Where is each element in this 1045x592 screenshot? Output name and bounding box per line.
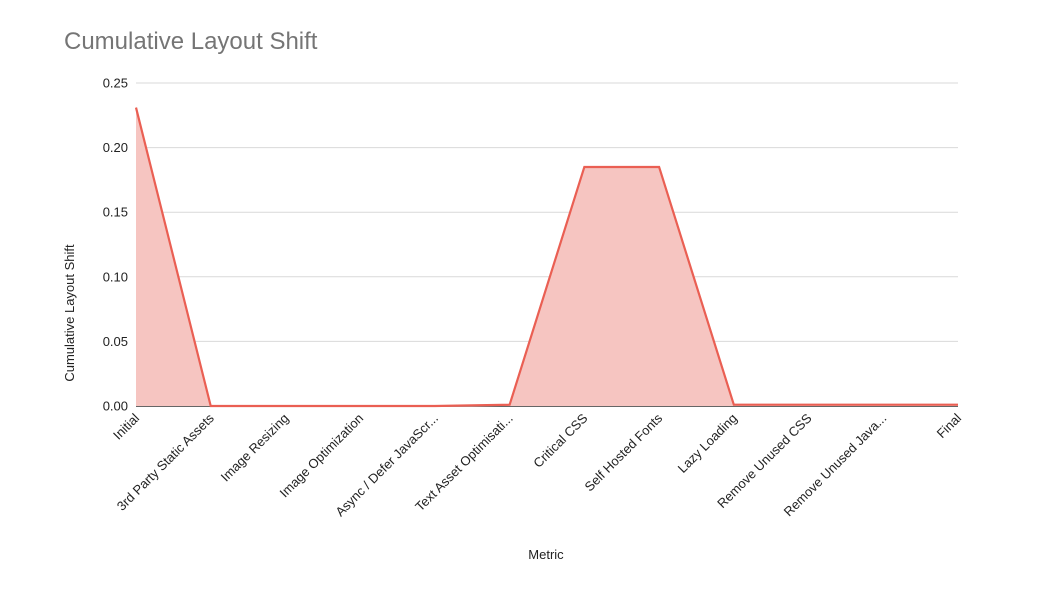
x-tick-label: Self Hosted Fonts	[582, 410, 666, 494]
x-tick-label: Initial	[110, 410, 142, 442]
x-tick-label: Image Resizing	[218, 411, 292, 485]
y-tick-label: 0.15	[103, 205, 128, 220]
y-tick-label: 0.05	[103, 334, 128, 349]
x-tick-label: Lazy Loading	[675, 411, 740, 476]
chart-title: Cumulative Layout Shift	[64, 28, 318, 55]
x-tick-label: Critical CSS	[530, 410, 590, 470]
y-tick-label: 0.00	[103, 399, 128, 414]
y-tick-labels: 0.00 0.05 0.10 0.15 0.20 0.25	[103, 76, 128, 414]
area-fill	[136, 107, 958, 406]
x-axis-title: Metric	[528, 547, 564, 562]
y-axis-title: Cumulative Layout Shift	[62, 244, 77, 382]
area-layer	[134, 107, 958, 408]
x-tick-label: Final	[934, 410, 965, 441]
series-line	[134, 107, 958, 408]
y-tick-label: 0.25	[103, 76, 128, 91]
y-tick-label: 0.20	[103, 140, 128, 155]
y-tick-label: 0.10	[103, 269, 128, 284]
